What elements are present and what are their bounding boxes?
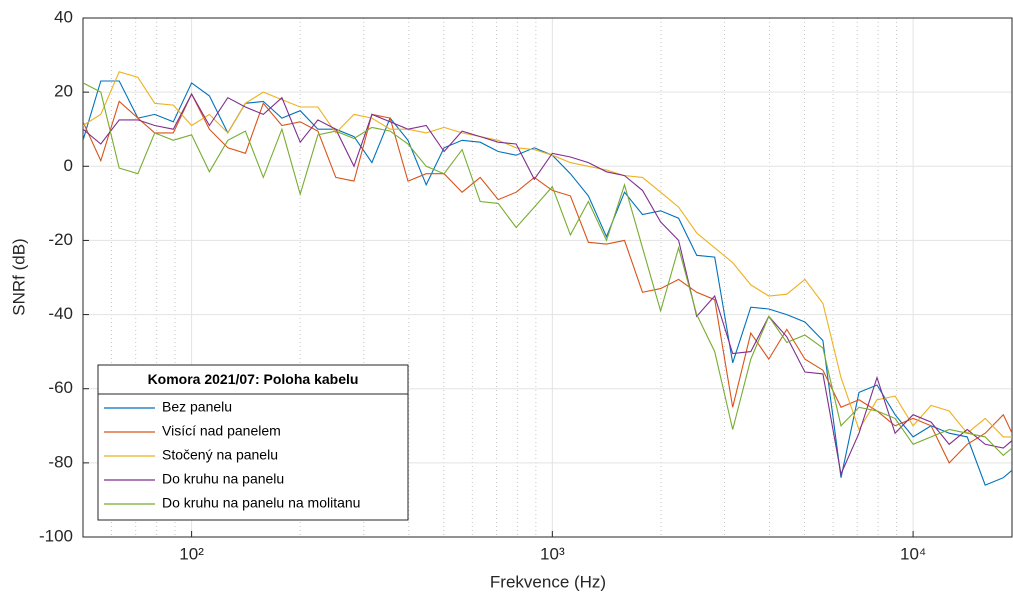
y-tick-label: -80: [48, 452, 73, 471]
legend-label: Bez panelu: [162, 399, 232, 415]
legend-label: Visící nad panelem: [162, 423, 281, 439]
legend-title: Komora 2021/07: Poloha kabelu: [148, 371, 359, 387]
y-tick-label: 40: [54, 7, 73, 26]
x-tick-label: 10²: [179, 544, 204, 563]
y-axis-label: SNRf (dB): [9, 238, 28, 315]
legend-label: Do kruhu na panelu: [162, 471, 284, 487]
series-line: [83, 92, 1012, 464]
legend: Komora 2021/07: Poloha kabelu Bez panelu V…: [97, 364, 409, 521]
series-line: [83, 92, 1012, 476]
legend-label: Stočený na panelu: [162, 447, 278, 463]
y-tick-label: -20: [48, 230, 73, 249]
plot-frame: [82, 17, 1013, 538]
x-axis-label: Frekvence (Hz): [490, 572, 606, 591]
y-tick-label: -100: [39, 526, 73, 545]
y-tick-label: -40: [48, 304, 73, 323]
series-line: [83, 71, 1012, 438]
y-tick-label: 0: [64, 156, 73, 175]
legend-label: Do kruhu na panelu na molitanu: [162, 495, 360, 511]
legend-box: [97, 364, 409, 521]
y-tick-label: 20: [54, 82, 73, 101]
x-tick-label: 10⁴: [900, 544, 926, 563]
y-tick-label: -60: [48, 378, 73, 397]
series-line: [83, 82, 1012, 457]
x-tick-label: 10³: [540, 544, 565, 563]
